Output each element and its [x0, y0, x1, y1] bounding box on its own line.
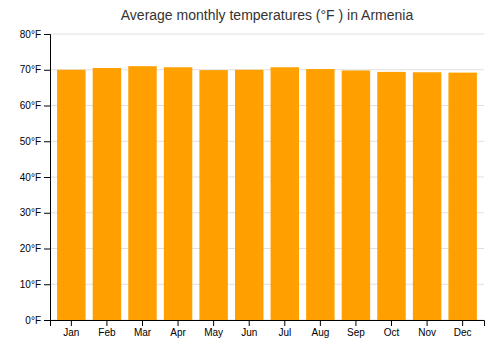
tick-mark	[44, 320, 50, 321]
tick: 50°F	[20, 136, 50, 147]
tick-mark	[355, 320, 356, 326]
axis-line	[51, 321, 485, 327]
tick-label: 60°F	[20, 100, 41, 111]
title: Average monthly temperatures (°F ) in Ar…	[121, 7, 414, 23]
tick-label: 0°F	[25, 315, 41, 326]
tick-mark	[71, 320, 72, 326]
tick: Apr	[170, 320, 186, 338]
tick-mark	[178, 320, 179, 326]
tick-mark	[44, 177, 50, 178]
tick-label: Apr	[170, 327, 186, 338]
bar	[199, 70, 227, 320]
tick-label: 30°F	[20, 207, 41, 218]
tick: 20°F	[20, 243, 50, 254]
axis-line	[44, 35, 51, 321]
bar	[128, 66, 156, 320]
tick-label: Oct	[384, 327, 400, 338]
tick: 10°F	[20, 279, 50, 290]
bar	[448, 73, 476, 320]
tick-mark	[44, 34, 50, 35]
tick-mark	[44, 70, 50, 71]
plot-area: 0°F 10°F 20°F 30°F 40°F 50°F 60°F 70°F 80°F Jan Fe…	[20, 29, 485, 338]
bar	[377, 72, 405, 320]
bars	[57, 66, 477, 320]
tick-mark	[44, 106, 50, 107]
tick-mark	[142, 320, 143, 326]
tick-label: Aug	[311, 327, 329, 338]
tick-mark	[213, 320, 214, 326]
tick: Aug	[311, 320, 329, 338]
tick: Feb	[98, 320, 116, 338]
tick: Mar	[134, 320, 152, 338]
tick-mark	[106, 320, 107, 326]
tick: Jul	[278, 320, 291, 338]
tick: Nov	[418, 320, 436, 338]
tick: 0°F	[25, 315, 50, 326]
tick-label: Jun	[241, 327, 257, 338]
bar	[235, 70, 263, 320]
tick-label: 80°F	[20, 29, 41, 40]
y-axis: 0°F 10°F 20°F 30°F 40°F 50°F 60°F 70°F 80°F	[20, 29, 51, 326]
tick-label: 70°F	[20, 64, 41, 75]
tick: 40°F	[20, 172, 50, 183]
tick-label: 50°F	[20, 136, 41, 147]
tick: Sep	[347, 320, 365, 338]
tick-label: 10°F	[20, 279, 41, 290]
tick-mark	[391, 320, 392, 326]
tick-label: May	[204, 327, 223, 338]
tick-mark	[44, 141, 50, 142]
tick: 70°F	[20, 64, 50, 75]
bar	[342, 70, 370, 320]
tick-mark	[249, 320, 250, 326]
bar	[271, 67, 299, 320]
tick-label: Sep	[347, 327, 365, 338]
tick: Jun	[241, 320, 257, 338]
tick-mark	[427, 320, 428, 326]
tick-label: 40°F	[20, 172, 41, 183]
tick-mark	[44, 249, 50, 250]
tick-label: Nov	[418, 327, 436, 338]
tick: Oct	[384, 320, 400, 338]
tick-mark	[44, 284, 50, 285]
bar	[413, 72, 441, 320]
bar	[164, 67, 192, 320]
chart: 0°F 10°F 20°F 30°F 40°F 50°F 60°F 70°F 80°F Jan Fe…	[0, 0, 500, 350]
tick-mark	[44, 213, 50, 214]
tick-label: Jul	[278, 327, 291, 338]
tick: Dec	[454, 320, 472, 338]
bar	[306, 69, 334, 320]
tick-label: 20°F	[20, 243, 41, 254]
bar	[57, 70, 85, 320]
x-axis: Jan Feb Mar Apr May Jun Jul Aug Sep Oct Nov Dec	[51, 320, 485, 338]
tick: 30°F	[20, 207, 50, 218]
tick-label: Jan	[63, 327, 79, 338]
tick: Jan	[63, 320, 79, 338]
tick-mark	[284, 320, 285, 326]
tick-mark	[462, 320, 463, 326]
tick: 80°F	[20, 29, 50, 40]
tick: May	[204, 320, 223, 338]
bar	[93, 68, 121, 320]
grid-line	[50, 34, 484, 35]
tick-label: Mar	[134, 327, 152, 338]
tick: 60°F	[20, 100, 50, 111]
tick-mark	[320, 320, 321, 326]
grid	[50, 34, 484, 320]
tick-label: Dec	[454, 327, 472, 338]
tick-label: Feb	[98, 327, 116, 338]
